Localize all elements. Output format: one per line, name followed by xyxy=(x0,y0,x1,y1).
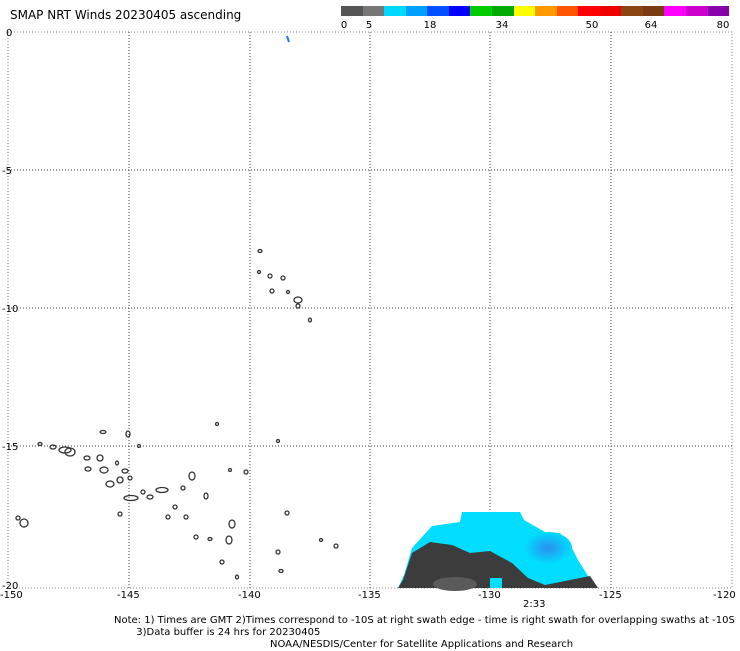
swath-blue-core xyxy=(524,532,572,564)
lat-labels: 0 -5 -10 -15 -20 xyxy=(2,28,18,592)
swath-top-tick xyxy=(286,35,290,43)
islands xyxy=(15,248,339,580)
map-frame xyxy=(7,31,733,589)
colorbar-segment xyxy=(470,6,492,16)
note-line-2: 3)Data buffer is 24 hrs for 20230405 xyxy=(114,627,321,638)
colorbar-tick-34: 34 xyxy=(495,20,509,31)
colorbar-segment xyxy=(341,6,363,16)
note-line-3: NOAA/NESDIS/Center for Satellite Applica… xyxy=(270,639,574,650)
colorbar-tick-18: 18 xyxy=(423,20,437,31)
colorbar-segment xyxy=(556,6,579,16)
lat-label-minus15: -15 xyxy=(2,442,18,453)
colorbar-segment xyxy=(384,6,406,16)
wind-speed-colorbar xyxy=(341,6,730,16)
lat-label-0: 0 xyxy=(6,28,12,39)
lat-label-minus10: -10 xyxy=(2,304,18,315)
colorbar-segment xyxy=(642,6,665,16)
colorbar-segment xyxy=(686,6,708,16)
colorbar-segment xyxy=(707,6,730,16)
swath-dark-gray xyxy=(398,542,598,588)
swath-time-label: 2:33 xyxy=(523,599,546,610)
colorbar-segment xyxy=(427,6,449,16)
lon-label-minus125: -125 xyxy=(599,590,622,601)
colorbar-segment xyxy=(362,6,385,16)
swath-wind-field xyxy=(286,35,598,591)
lon-label-minus130: -130 xyxy=(478,590,501,601)
colorbar-segment xyxy=(513,6,536,16)
lon-labels: -150 -145 -140 -135 -130 -125 -120 xyxy=(0,590,736,601)
lon-label-minus150: -150 xyxy=(0,590,23,601)
lon-label-minus145: -145 xyxy=(117,590,140,601)
colorbar-segment xyxy=(448,6,471,16)
colorbar-tick-64: 64 xyxy=(644,20,658,31)
lon-label-minus140: -140 xyxy=(238,590,261,601)
colorbar-segment xyxy=(405,6,428,16)
gridlines xyxy=(8,32,732,588)
lon-label-minus135: -135 xyxy=(358,590,381,601)
map-title: SMAP NRT Winds 20230405 ascending xyxy=(10,8,242,22)
colorbar-tick-50: 50 xyxy=(585,20,599,31)
footer-notes: Note: 1) Times are GMT 2)Times correspon… xyxy=(114,615,735,651)
swath-blue-gap xyxy=(490,578,502,588)
colorbar-segment xyxy=(491,6,514,16)
colorbar-tick-5: 5 xyxy=(365,20,373,31)
colorbar-tick-0: 0 xyxy=(340,20,348,31)
note-line-1: Note: 1) Times are GMT 2)Times correspon… xyxy=(114,615,735,626)
colorbar-segment xyxy=(664,6,686,16)
colorbar-segment xyxy=(621,6,643,16)
lat-label-minus5: -5 xyxy=(2,166,12,177)
colorbar-tick-80: 80 xyxy=(716,20,730,31)
colorbar-segment xyxy=(599,6,622,16)
swath-gray-patch xyxy=(433,577,477,591)
lon-label-minus120: -120 xyxy=(713,590,736,601)
colorbar-segment xyxy=(578,6,600,16)
lat-label-minus20: -20 xyxy=(2,581,18,592)
colorbar-segment xyxy=(535,6,557,16)
